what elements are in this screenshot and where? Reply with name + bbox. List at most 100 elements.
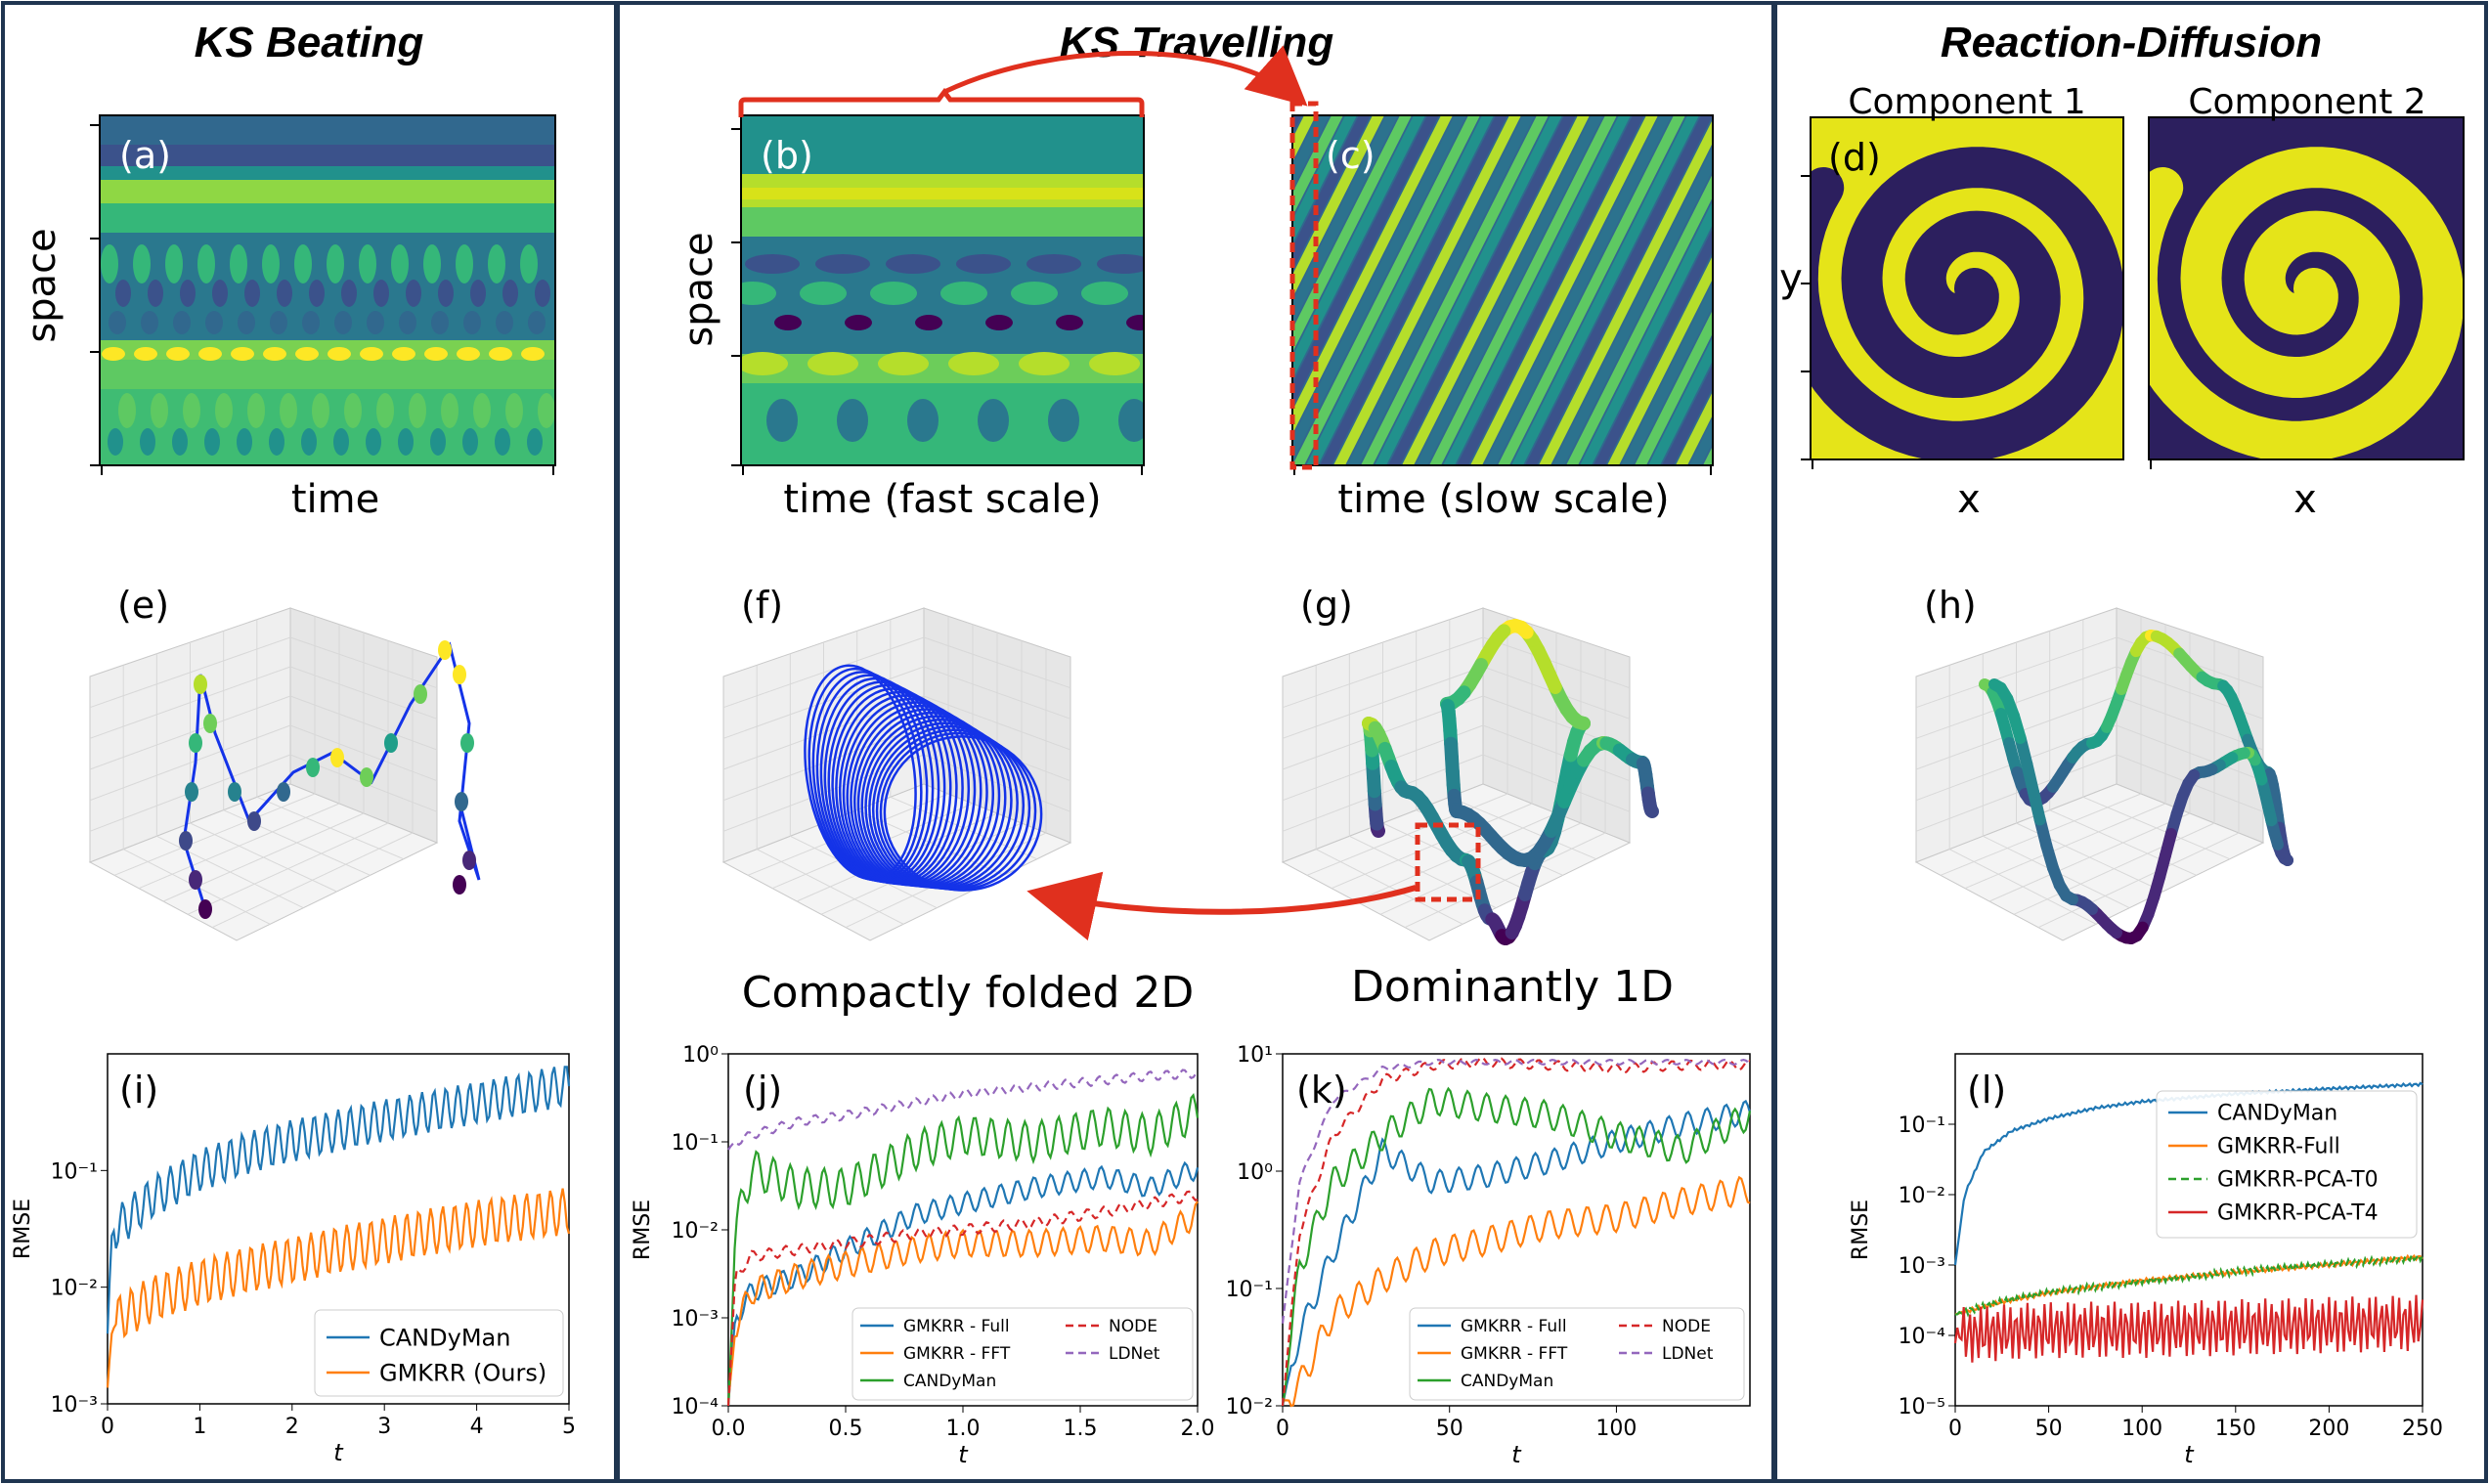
heatmap-blob: [985, 315, 1013, 330]
heatmap-blob: [845, 315, 872, 330]
heatmap-blob: [800, 282, 847, 305]
grid-line: [2037, 832, 2240, 929]
panel-tag-i: (i): [119, 1069, 158, 1112]
x-tick-label: 100: [1595, 1417, 1637, 1441]
x-tick-label: 0: [1276, 1417, 1289, 1441]
series-line-1: [726, 1200, 1199, 1403]
panel-d-title-2: Component 2: [2188, 82, 2425, 122]
heatmap-stripe: [1292, 115, 1453, 435]
heatmap-blob: [270, 311, 287, 334]
heatmap-stripe: [1703, 446, 1713, 465]
heatmap-blob: [424, 347, 448, 361]
x-tick-label: 2.0: [1181, 1417, 1215, 1441]
panel-d-title-1: Component 1: [1848, 82, 2085, 122]
panel-h: [1914, 607, 2293, 944]
trajectory-point: [189, 733, 202, 753]
heatmap-blob: [108, 428, 123, 456]
series-line-3: [1281, 1056, 1751, 1407]
heatmap-stripe: [1320, 115, 1507, 465]
legend-box: [852, 1307, 1194, 1401]
grid-line: [1915, 754, 2118, 832]
panel-d: Component 1 Component 2 (d) y x x: [1779, 82, 2465, 522]
panel-d-ylabel: y: [1779, 256, 1803, 301]
legend-label: GMKRR - FFT: [1461, 1344, 1568, 1364]
trajectory-point: [179, 831, 193, 851]
y-tick-label: 10⁻³: [51, 1393, 98, 1418]
heatmap-blob: [409, 393, 426, 428]
legend-label: GMKRR - Full: [903, 1317, 1010, 1336]
x-axis-label: t: [958, 1441, 969, 1468]
heatmap-blob: [496, 311, 513, 334]
heatmap-blob: [766, 399, 798, 442]
heatmap-stripe: [1333, 115, 1521, 465]
x-tick-label: 1.5: [1064, 1417, 1098, 1441]
heatmap-blob: [489, 347, 512, 361]
legend-label: LDNet: [1662, 1344, 1714, 1364]
heatmap-blob: [1089, 352, 1140, 375]
heatmap-stripe: [1292, 115, 1412, 353]
heatmap-blob: [263, 347, 286, 361]
panel-a: (a) space time: [20, 114, 556, 522]
heatmap-blob: [277, 280, 292, 307]
series-line-2: [726, 1092, 1200, 1407]
y-tick-label: 10⁻²: [672, 1219, 719, 1244]
x-tick-label: 1: [193, 1415, 206, 1439]
heatmap-stripe: [1607, 255, 1713, 465]
heatmap-blob: [457, 347, 480, 361]
heatmap-blob: [502, 280, 518, 307]
heatmap-blob: [134, 347, 157, 361]
heatmap-blob: [1011, 282, 1058, 305]
x-axis-label: t: [1511, 1441, 1522, 1468]
trajectory-point: [277, 782, 290, 802]
heatmap-blob: [183, 393, 200, 428]
heatmap-blob: [495, 428, 510, 456]
legend-label: GMKRR - Full: [1461, 1317, 1567, 1336]
heatmap-blob: [230, 244, 247, 284]
heatmap-stripe: [1635, 309, 1713, 465]
y-tick-label: 10⁻⁴: [1899, 1325, 1946, 1349]
heatmap-blob: [886, 254, 940, 274]
panel-tag-f: (f): [741, 584, 783, 627]
heatmap-blob: [359, 244, 376, 284]
trajectory-point: [455, 792, 468, 811]
grid-line: [1404, 832, 1606, 929]
heatmap-stripe: [1402, 115, 1590, 465]
chart-l: 0 50 100 150 200 250 10⁻⁵ 10⁻⁴ 10⁻³ 10⁻² 10⁻¹ t RMSE…: [1849, 1053, 2443, 1468]
x-tick-label: 3: [377, 1415, 391, 1439]
heatmap-blob: [173, 311, 191, 334]
heatmap-stripe: [1375, 115, 1562, 465]
series-line-2: [1281, 1086, 1752, 1407]
panel-tag-g: (g): [1300, 584, 1353, 627]
heatmap-blob: [247, 393, 265, 428]
y-tick-label: 10⁻¹: [1899, 1113, 1945, 1138]
grid-line: [211, 832, 414, 929]
heatmap-stripe: [1292, 115, 1371, 272]
heatmap-stripe: [1580, 200, 1713, 465]
heatmap-blob: [172, 428, 188, 456]
y-axis-label: RMSE: [1849, 1200, 1873, 1260]
heatmap-band: [741, 188, 1144, 199]
heatmap-blob: [102, 347, 125, 361]
zoom-box-g: [1415, 822, 1481, 902]
series-line-1: [1282, 1175, 1751, 1408]
heatmap-stripe: [1621, 283, 1713, 465]
series-line-3: [1953, 1294, 2424, 1363]
heatmap-blob: [488, 244, 505, 284]
heatmap-blob: [109, 311, 126, 334]
heatmap-blob: [527, 428, 543, 456]
heatmap-blob: [837, 399, 868, 442]
y-tick-label: 10⁰: [1237, 1160, 1273, 1185]
y-axis-label: RMSE: [11, 1199, 35, 1259]
heatmap-blob: [1097, 254, 1144, 274]
heatmap-blob: [197, 244, 215, 284]
heatmap-blob: [1126, 315, 1144, 330]
heatmap-blob: [398, 428, 414, 456]
manifold-curve-segment: [1988, 678, 2007, 694]
heatmap-stripe: [1552, 146, 1713, 465]
chart-i: 0 1 2 3 4 5 10⁻³ 10⁻² 10⁻¹ t RMSE CANDyMan GMKRR (Ou…: [11, 1053, 576, 1466]
x-tick-label: 150: [2215, 1417, 2256, 1441]
heatmap-blob: [948, 352, 999, 375]
series-line-0: [1281, 1099, 1752, 1407]
heatmap-blob: [430, 428, 446, 456]
